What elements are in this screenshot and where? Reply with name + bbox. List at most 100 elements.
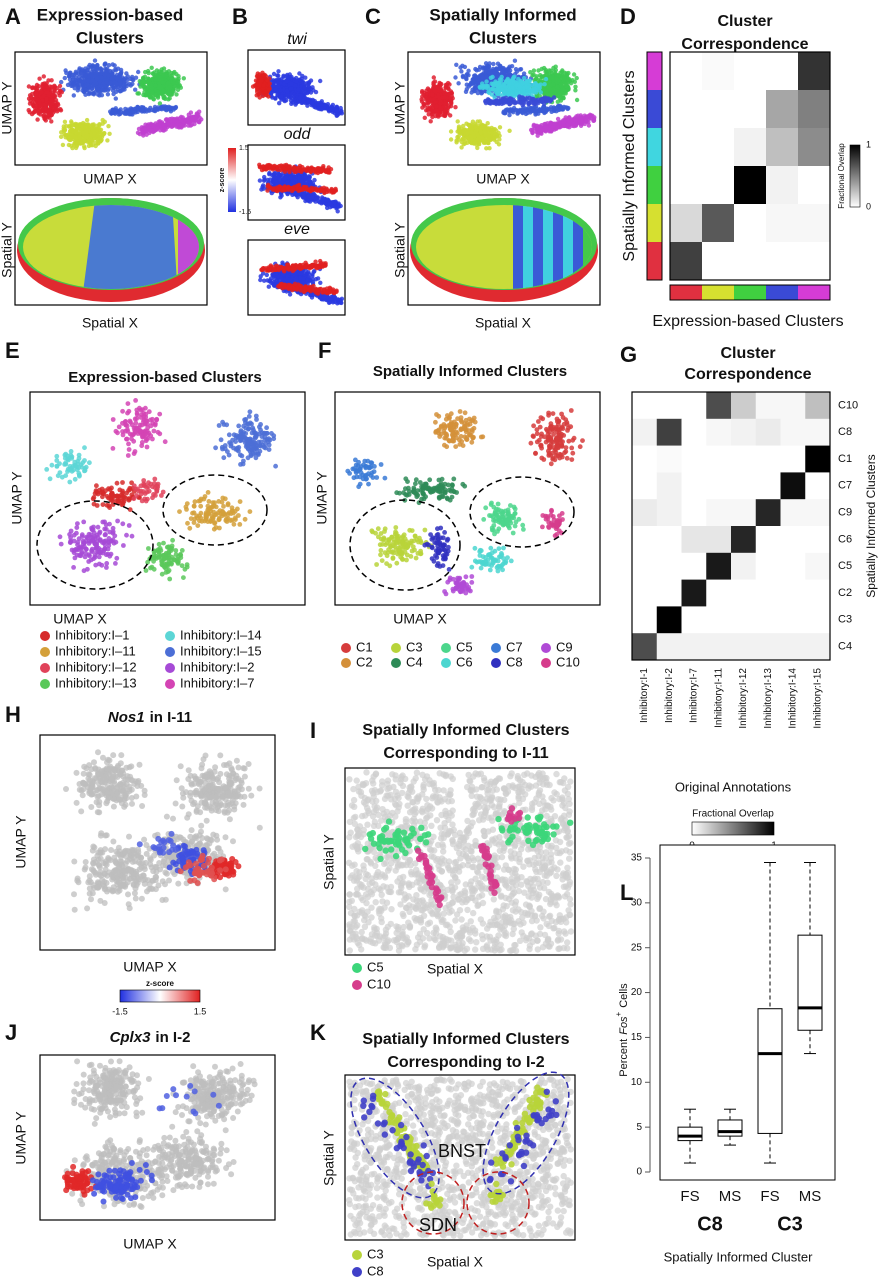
cell-dot <box>98 139 103 144</box>
cell-dot <box>169 73 174 78</box>
cell-dot <box>483 98 488 104</box>
cell-dot <box>539 131 544 136</box>
cell-dot <box>493 131 498 136</box>
cell-dot <box>149 65 154 71</box>
cell-dot <box>151 96 156 102</box>
cell-dot <box>526 100 531 106</box>
cell-dot <box>109 76 115 81</box>
cell-dot <box>534 82 539 88</box>
cell-dot <box>148 82 153 87</box>
cell-dot <box>44 96 49 102</box>
cell-dot <box>76 131 82 137</box>
cell-dot <box>449 100 454 105</box>
cell-dot <box>318 78 323 84</box>
cell-dot <box>276 69 281 74</box>
cell-dot <box>169 118 174 124</box>
cell-dot <box>294 78 299 84</box>
cell-dot <box>170 122 175 128</box>
cell-dot <box>466 73 471 78</box>
cell-dot <box>261 73 266 78</box>
cell-dot <box>153 77 158 82</box>
cell-dot <box>180 123 185 128</box>
cell-dot <box>79 76 85 81</box>
cell-dot <box>181 76 186 81</box>
axis-label: UMAP X <box>476 171 530 187</box>
panel-title: Expression-based <box>37 5 183 24</box>
cell-dot <box>104 69 109 75</box>
cell-dot <box>161 122 166 127</box>
cell-dot <box>153 83 158 88</box>
cell-dot <box>472 80 477 86</box>
cell-dot <box>163 73 168 79</box>
cell-dot <box>35 117 40 122</box>
cell-dot <box>507 128 512 133</box>
cell-dot <box>448 96 453 101</box>
cell-dot <box>145 68 151 74</box>
cell-dot <box>142 74 148 80</box>
cell-dot <box>26 108 31 113</box>
cell-dot <box>92 64 97 69</box>
cell-dot <box>122 80 127 85</box>
cell-dot <box>37 99 42 105</box>
cell-dot <box>553 67 558 73</box>
cell-dot <box>578 119 584 124</box>
axis-label: UMAP Y <box>0 81 15 135</box>
cell-dot <box>493 79 498 84</box>
cell-dot <box>516 89 522 94</box>
cell-dot <box>546 85 551 90</box>
cell-dot <box>422 115 427 121</box>
cell-dot <box>473 74 478 79</box>
cell-dot <box>495 61 501 66</box>
cell-dot <box>111 85 117 91</box>
cell-dot <box>257 91 263 96</box>
cell-dot <box>83 73 88 79</box>
cell-dot <box>475 145 480 151</box>
cell-dot <box>534 76 539 81</box>
cell-dot <box>74 143 80 149</box>
cell-dot <box>431 75 436 80</box>
cell-dot <box>71 82 76 87</box>
cell-dot <box>442 113 448 118</box>
cell-dot <box>70 77 76 82</box>
cell-dot <box>102 62 107 67</box>
cell-dot <box>469 130 474 135</box>
cell-dot <box>506 72 511 77</box>
cell-dot <box>491 61 496 67</box>
cell-dot <box>490 74 495 80</box>
cell-dot <box>190 115 195 121</box>
cell-dot <box>51 105 56 111</box>
cell-dot <box>42 116 47 121</box>
cell-dot <box>284 88 290 94</box>
cell-dot <box>507 101 512 107</box>
cell-dot <box>561 95 566 101</box>
cell-dot <box>52 87 57 93</box>
cell-dot <box>94 76 100 82</box>
cell-dot <box>520 81 525 86</box>
cell-dot <box>492 69 497 74</box>
cell-dot <box>84 117 90 123</box>
cell-dot <box>555 84 560 90</box>
cell-dot <box>92 58 98 63</box>
cell-dot <box>297 95 303 101</box>
cell-dot <box>448 113 453 118</box>
cell-dot <box>509 96 514 102</box>
cell-dot <box>432 79 438 84</box>
cell-dot <box>40 85 45 90</box>
cell-dot <box>266 87 271 92</box>
region <box>523 205 533 289</box>
cell-dot <box>273 96 278 101</box>
cell-dot <box>570 78 575 83</box>
cell-dot <box>267 81 272 86</box>
cell-dot <box>73 69 79 75</box>
cell-dot <box>334 112 339 118</box>
cell-dot <box>429 108 435 113</box>
cell-dot <box>557 103 563 109</box>
cell-dot <box>136 126 142 132</box>
cell-dot <box>495 99 500 105</box>
cell-dot <box>91 128 96 133</box>
cell-dot <box>308 78 314 83</box>
cell-dot <box>53 100 58 105</box>
cell-dot <box>94 71 99 76</box>
cell-dot <box>123 76 128 81</box>
cell-dot <box>559 69 565 75</box>
